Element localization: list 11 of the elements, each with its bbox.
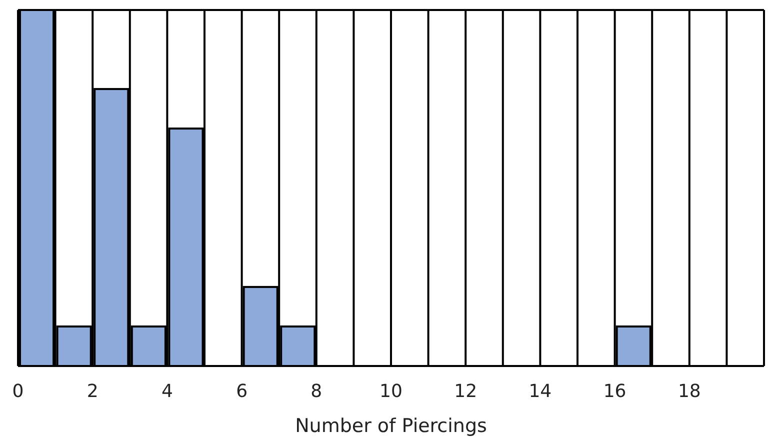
x-tick-label: 4 — [161, 380, 173, 402]
x-tick-label: 6 — [236, 380, 248, 402]
x-axis-title: Number of Piercings — [295, 415, 487, 437]
x-tick-label: 2 — [86, 380, 98, 402]
x-tick-label: 14 — [528, 380, 552, 402]
x-tick-label: 8 — [310, 380, 322, 402]
x-tick-label: 12 — [454, 380, 478, 402]
x-tick-label: 16 — [603, 380, 626, 402]
x-tick-label: 0 — [12, 380, 24, 402]
x-tick-label: 10 — [380, 380, 402, 402]
x-tick-label: 18 — [678, 380, 701, 402]
